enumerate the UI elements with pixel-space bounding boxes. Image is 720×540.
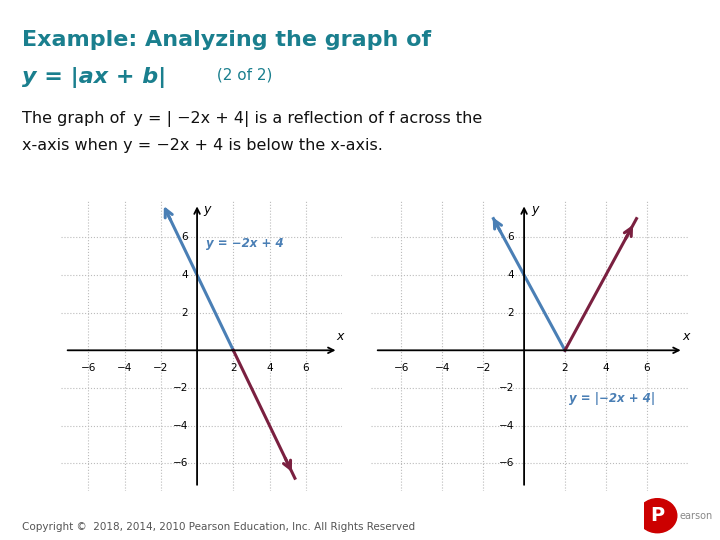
Text: y: y: [204, 202, 211, 215]
Text: y = |−2x + 4|: y = |−2x + 4|: [569, 392, 655, 404]
Text: −2: −2: [475, 363, 491, 374]
Text: −6: −6: [81, 363, 96, 374]
Text: −2: −2: [173, 383, 188, 393]
Text: −4: −4: [117, 363, 132, 374]
Text: 4: 4: [508, 270, 514, 280]
Text: 6: 6: [508, 232, 514, 242]
Text: y = −2x + 4: y = −2x + 4: [206, 238, 284, 251]
Text: −4: −4: [435, 363, 450, 374]
Text: P: P: [650, 506, 665, 525]
Text: 4: 4: [266, 363, 273, 374]
Text: 2: 2: [508, 308, 514, 318]
Text: (2 of 2): (2 of 2): [212, 68, 273, 83]
Text: −4: −4: [498, 421, 514, 430]
Text: 4: 4: [181, 270, 188, 280]
Text: 2: 2: [181, 308, 188, 318]
Circle shape: [638, 499, 677, 532]
Text: 4: 4: [603, 363, 609, 374]
Text: −4: −4: [173, 421, 188, 430]
Text: Example: Analyzing the graph of: Example: Analyzing the graph of: [22, 30, 431, 50]
Text: x: x: [336, 330, 344, 343]
Text: 6: 6: [302, 363, 309, 374]
Text: x: x: [682, 330, 689, 343]
Text: Copyright ©  2018, 2014, 2010 Pearson Education, Inc. All Rights Reserved: Copyright © 2018, 2014, 2010 Pearson Edu…: [22, 522, 415, 532]
Text: x-axis when y = −2x + 4 is below the x-axis.: x-axis when y = −2x + 4 is below the x-a…: [22, 138, 382, 153]
Text: −6: −6: [394, 363, 409, 374]
Text: 2: 2: [230, 363, 237, 374]
Text: 6: 6: [181, 232, 188, 242]
Text: The graph of  y = | −2x + 4| is a reflection of f across the: The graph of y = | −2x + 4| is a reflect…: [22, 111, 482, 127]
Text: earson: earson: [680, 511, 713, 521]
Text: y = |ax + b|: y = |ax + b|: [22, 68, 166, 89]
Text: 6: 6: [644, 363, 650, 374]
Text: y: y: [531, 202, 539, 215]
Text: −2: −2: [498, 383, 514, 393]
Text: −2: −2: [153, 363, 168, 374]
Text: −6: −6: [498, 458, 514, 468]
Text: 2: 2: [562, 363, 568, 374]
Text: −6: −6: [173, 458, 188, 468]
